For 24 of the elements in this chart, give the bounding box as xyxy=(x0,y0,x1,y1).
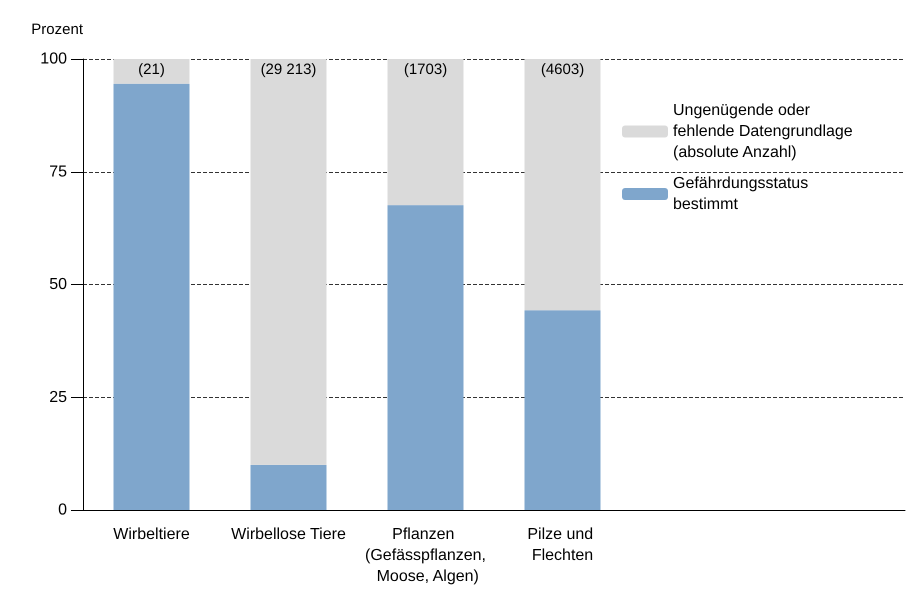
bar xyxy=(388,59,464,206)
annotation: (1703) xyxy=(404,61,448,78)
annotation: (21) xyxy=(138,61,165,78)
annotation: (4603) xyxy=(540,61,584,78)
bar xyxy=(524,310,600,510)
bar xyxy=(524,59,600,310)
y-tick-label: 25 xyxy=(49,388,68,406)
x-tick-label: Wirbellose Tiere xyxy=(231,526,346,543)
x-tick-label: Pilze und Flechten xyxy=(527,526,598,564)
y-tick-label: 75 xyxy=(49,163,68,180)
x-tick-label: Wirbeltiere xyxy=(113,526,190,543)
annotation: (29 213) xyxy=(260,61,316,78)
y-tick-label: 100 xyxy=(40,50,68,68)
y-tick-label: 50 xyxy=(49,276,68,293)
bar xyxy=(114,84,190,510)
y-tick-label: 0 xyxy=(58,502,68,518)
bar xyxy=(114,59,190,84)
bar xyxy=(250,464,326,510)
y-axis-title: Prozent xyxy=(31,21,84,38)
legend-label: Gefährdungsstatus bestimmt xyxy=(673,175,813,213)
bar xyxy=(388,205,464,510)
bar xyxy=(250,59,326,465)
x-tick-label: Pflanzen (Gefässpflanzen, Moose, Algen) xyxy=(365,526,486,585)
legend-label: Ungenügende oder fehlende Datengrundlage (absolute Anzahl) xyxy=(673,102,858,161)
